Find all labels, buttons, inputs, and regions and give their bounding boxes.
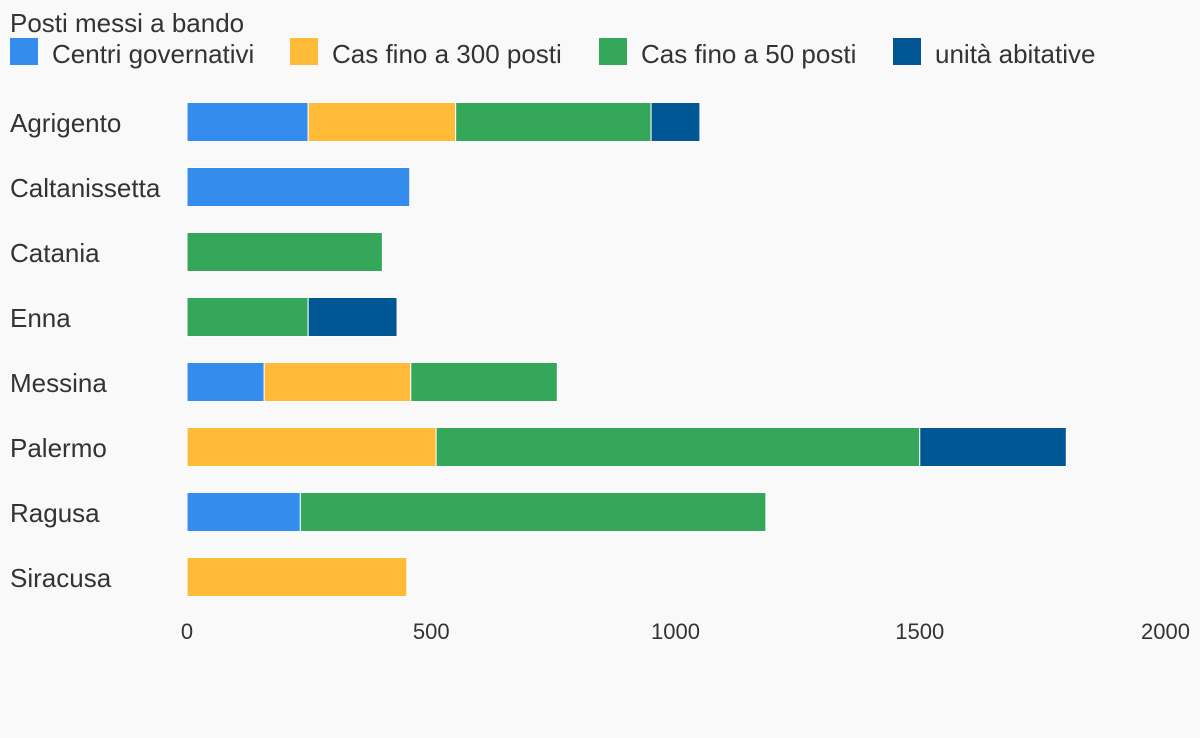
legend-swatch-2	[599, 38, 627, 65]
bar-4-0	[186, 362, 265, 402]
bar-6-0	[186, 492, 301, 532]
x-tick-label-3: 1500	[895, 619, 944, 644]
legend-label-2: Cas fino a 50 posti	[641, 39, 856, 69]
legend-label-3: unità abitative	[935, 39, 1095, 69]
bar-1-0	[186, 167, 411, 207]
bar-6-2	[299, 492, 767, 532]
bar-4-2	[410, 362, 558, 402]
bar-4-1	[263, 362, 412, 402]
x-axis: 0 500 1000 1500 2000	[181, 619, 1190, 644]
legend-swatch-3	[893, 38, 921, 65]
bar-3-3	[307, 297, 398, 337]
bar-2-2	[186, 232, 383, 272]
category-label-6: Ragusa	[10, 498, 100, 528]
category-label-2: Catania	[10, 238, 100, 268]
bar-5-2	[435, 427, 921, 467]
legend: Centri governativi Cas fino a 300 posti Ca…	[10, 38, 1095, 69]
bar-0-0	[186, 102, 309, 142]
bar-0-1	[307, 102, 457, 142]
category-label-0: Agrigento	[10, 108, 121, 138]
x-tick-label-2: 1000	[651, 619, 700, 644]
legend-swatch-0	[10, 38, 38, 65]
x-tick-label-0: 0	[181, 619, 193, 644]
bar-7-1	[186, 557, 408, 597]
category-label-7: Siracusa	[10, 563, 112, 593]
bars	[186, 102, 1067, 597]
bar-0-3	[650, 102, 701, 142]
category-label-1: Caltanissetta	[10, 173, 161, 203]
category-label-5: Palermo	[10, 433, 107, 463]
bar-5-3	[919, 427, 1067, 467]
legend-swatch-1	[290, 38, 318, 65]
legend-label-0: Centri governativi	[52, 39, 254, 69]
bar-3-2	[186, 297, 309, 337]
legend-label-1: Cas fino a 300 posti	[332, 39, 562, 69]
category-label-4: Messina	[10, 368, 107, 398]
bar-0-2	[455, 102, 652, 142]
category-labels: Agrigento Caltanissetta Catania Enna Messina…	[10, 108, 161, 593]
x-tick-label-1: 500	[413, 619, 450, 644]
legend-title: Posti messi a bando	[10, 8, 244, 38]
bar-5-1	[186, 427, 437, 467]
category-label-3: Enna	[10, 303, 71, 333]
x-tick-label-4: 2000	[1141, 619, 1190, 644]
